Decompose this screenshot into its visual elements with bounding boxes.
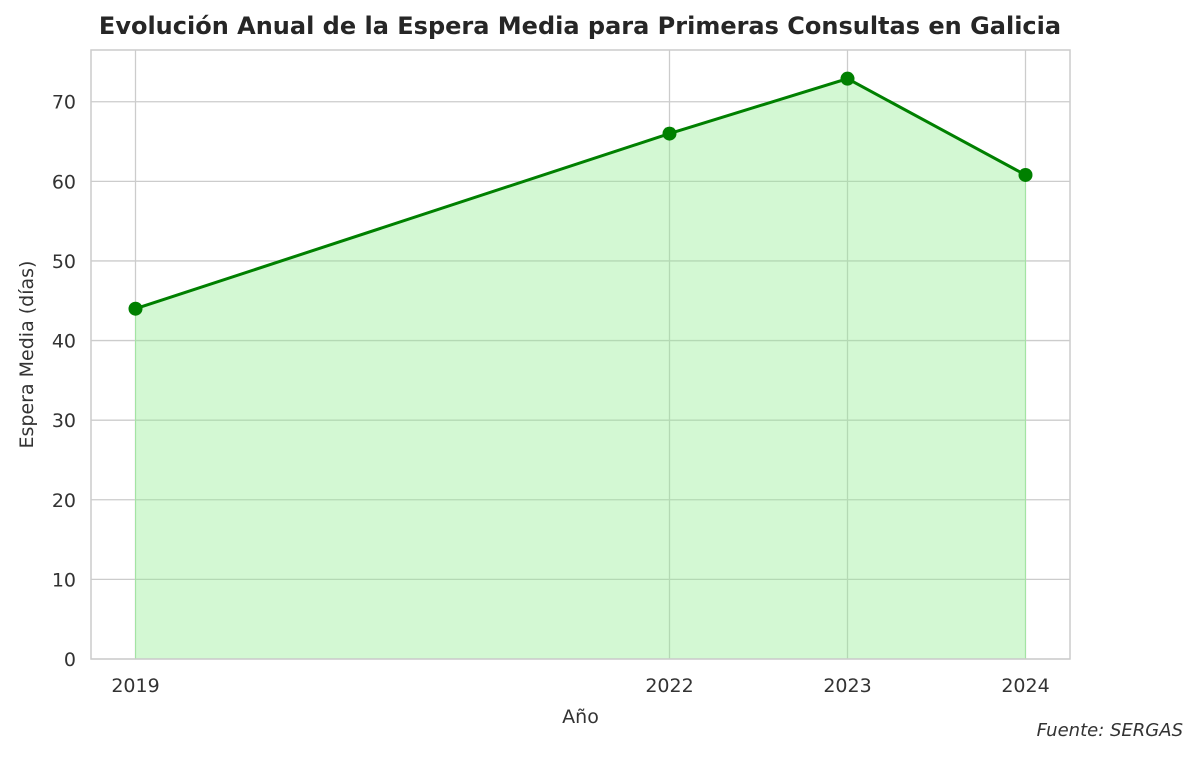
area-fill-path — [135, 78, 1026, 660]
grid-lines — [91, 50, 1070, 660]
y-tick-label: 0 — [64, 649, 76, 671]
x-tick-label: 2019 — [111, 675, 159, 697]
y-axis-ticks: 0 10 20 30 40 50 60 70 — [52, 92, 76, 671]
x-axis-label: Año — [562, 706, 599, 728]
y-tick-label: 20 — [52, 490, 76, 512]
data-point-marker — [128, 301, 143, 316]
y-tick-label: 30 — [52, 410, 76, 432]
data-markers — [128, 71, 1033, 316]
y-tick-label: 40 — [52, 331, 76, 353]
data-point-marker — [662, 126, 677, 141]
x-tick-label: 2023 — [823, 675, 871, 697]
x-tick-label: 2024 — [1001, 675, 1049, 697]
data-point-marker — [840, 71, 855, 86]
x-tick-label: 2022 — [645, 675, 693, 697]
chart-title: Evolución Anual de la Espera Media para … — [98, 12, 1062, 40]
y-tick-label: 50 — [52, 251, 76, 273]
data-point-marker — [1018, 167, 1033, 182]
y-tick-label: 60 — [52, 171, 76, 193]
data-line — [135, 77, 1027, 311]
y-tick-label: 10 — [52, 569, 76, 591]
series-line — [135, 77, 1027, 311]
y-axis-label: Espera Media (días) — [16, 261, 38, 449]
plot-frame — [90, 49, 1071, 660]
area-fill — [135, 78, 1026, 660]
y-tick-label: 70 — [52, 92, 76, 114]
x-axis-ticks: 2019 2022 2023 2024 — [111, 675, 1049, 697]
source-annotation: Fuente: SERGAS — [1036, 720, 1183, 741]
